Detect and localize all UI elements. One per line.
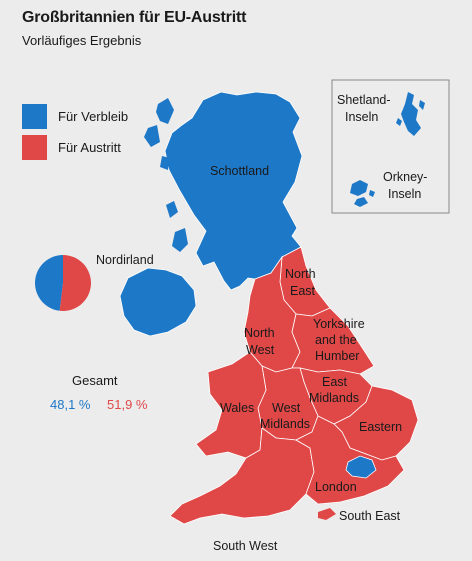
- label-shetland-2: Inseln: [345, 110, 378, 124]
- label-east-midlands-1: East: [322, 375, 348, 389]
- label-west-midlands-1: West: [272, 401, 301, 415]
- orkney-islands-shape: [350, 180, 375, 207]
- label-yorkshire-2: and the: [315, 333, 357, 347]
- label-north-west-2: West: [246, 343, 275, 357]
- legend-item-leave: Für Austritt: [22, 134, 128, 160]
- legend: Für Verbleib Für Austritt: [22, 103, 128, 165]
- label-north-west-1: North: [244, 326, 275, 340]
- london-region: [345, 455, 377, 479]
- legend-swatch-remain: [22, 103, 47, 129]
- isle-of-wight-shape: [318, 508, 336, 520]
- label-london: London: [315, 480, 357, 494]
- label-west-midlands-2: Midlands: [260, 417, 310, 431]
- label-east-midlands-2: Midlands: [309, 391, 359, 405]
- chart-title: Großbritannien für EU-Austritt: [22, 9, 247, 26]
- label-orkney-1: Orkney-: [383, 170, 427, 184]
- scotland-islands-shape: [144, 98, 188, 252]
- label-nordirland: Nordirland: [96, 253, 154, 267]
- label-south-west: South West: [213, 539, 278, 553]
- label-schottland: Schottland: [210, 164, 269, 178]
- pie-slice-leave: [59, 255, 92, 311]
- label-north-east-2: East: [290, 284, 316, 298]
- total-pie-chart: [35, 255, 92, 311]
- label-eastern: Eastern: [359, 420, 402, 434]
- pie-slice-remain: [35, 255, 63, 311]
- northern-ireland-region: [119, 267, 197, 337]
- legend-swatch-leave: [22, 134, 47, 160]
- label-wales: Wales: [220, 401, 254, 415]
- legend-item-remain: Für Verbleib: [22, 103, 128, 129]
- south-west-region: [169, 427, 315, 525]
- label-south-east: South East: [339, 509, 401, 523]
- label-shetland-1: Shetland-: [337, 93, 391, 107]
- legend-label-remain: Für Verbleib: [58, 108, 129, 124]
- label-orkney-2: Inseln: [388, 187, 421, 201]
- label-yorkshire-3: Humber: [315, 349, 359, 363]
- label-north-east-1: North: [285, 267, 316, 281]
- islands-inset-box: [331, 79, 450, 214]
- total-label: Gesamt: [72, 373, 118, 388]
- legend-label-leave: Für Austritt: [58, 139, 121, 155]
- total-remain-value: 48,1 %: [50, 397, 91, 412]
- label-yorkshire-1: Yorkshire: [313, 317, 365, 331]
- shetland-islands-shape: [396, 92, 425, 136]
- south-east-region: [295, 415, 405, 505]
- total-leave-value: 51,9 %: [107, 397, 148, 412]
- chart-subtitle: Vorläufiges Ergebnis: [22, 33, 142, 48]
